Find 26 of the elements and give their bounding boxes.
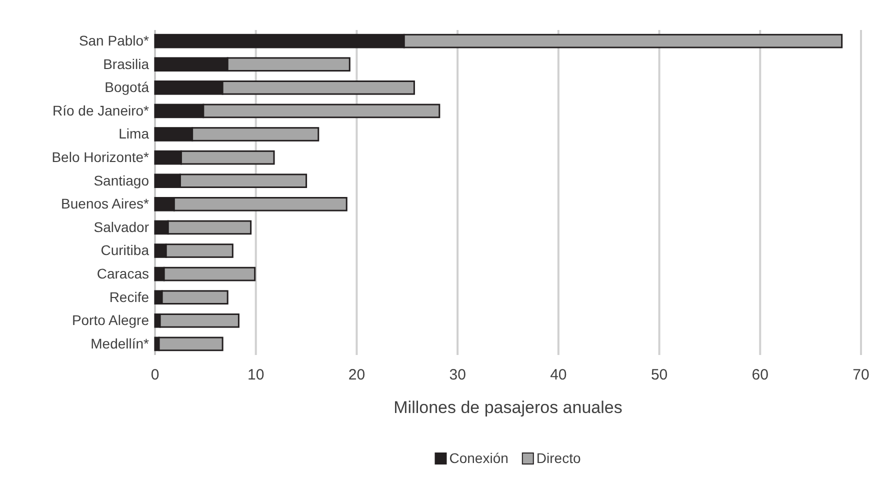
y-tick-label: Río de Janeiro* [52,102,150,118]
y-tick-label: Santiago [94,172,150,188]
legend-label: Directo [536,450,581,466]
y-tick-label: Lima [118,126,150,142]
x-tick-label: 0 [150,366,160,384]
legend-label: Conexión [449,450,508,466]
y-tick-label: Brasilia [103,56,150,72]
x-tick-label: 30 [449,366,466,384]
y-tick-label: Bogotá [104,79,150,96]
x-tick-label: 60 [752,366,768,384]
y-tick-label: Porto Alegre [72,312,150,328]
x-tick-label: 50 [650,366,668,384]
x-tick-label: 20 [348,366,366,384]
y-tick-label: Buenos Aires* [61,196,150,212]
x-tick-label: 70 [852,366,870,384]
y-tick-label: Medellín* [90,335,150,352]
bar [158,336,224,352]
y-tick-label: Salvador [94,218,150,235]
y-tick-label: Recife [109,288,150,305]
y-tick-label: San Pablo* [78,32,150,49]
y-tick-label: Belo Horizonte* [52,149,150,166]
x-tick-label: 40 [550,366,567,384]
x-tick-label: 10 [248,366,264,384]
y-tick-label: Caracas [96,266,149,282]
y-tick-label: Curitiba [100,242,150,258]
x-axis-title: Millones de pasajeros anuales [394,398,622,417]
